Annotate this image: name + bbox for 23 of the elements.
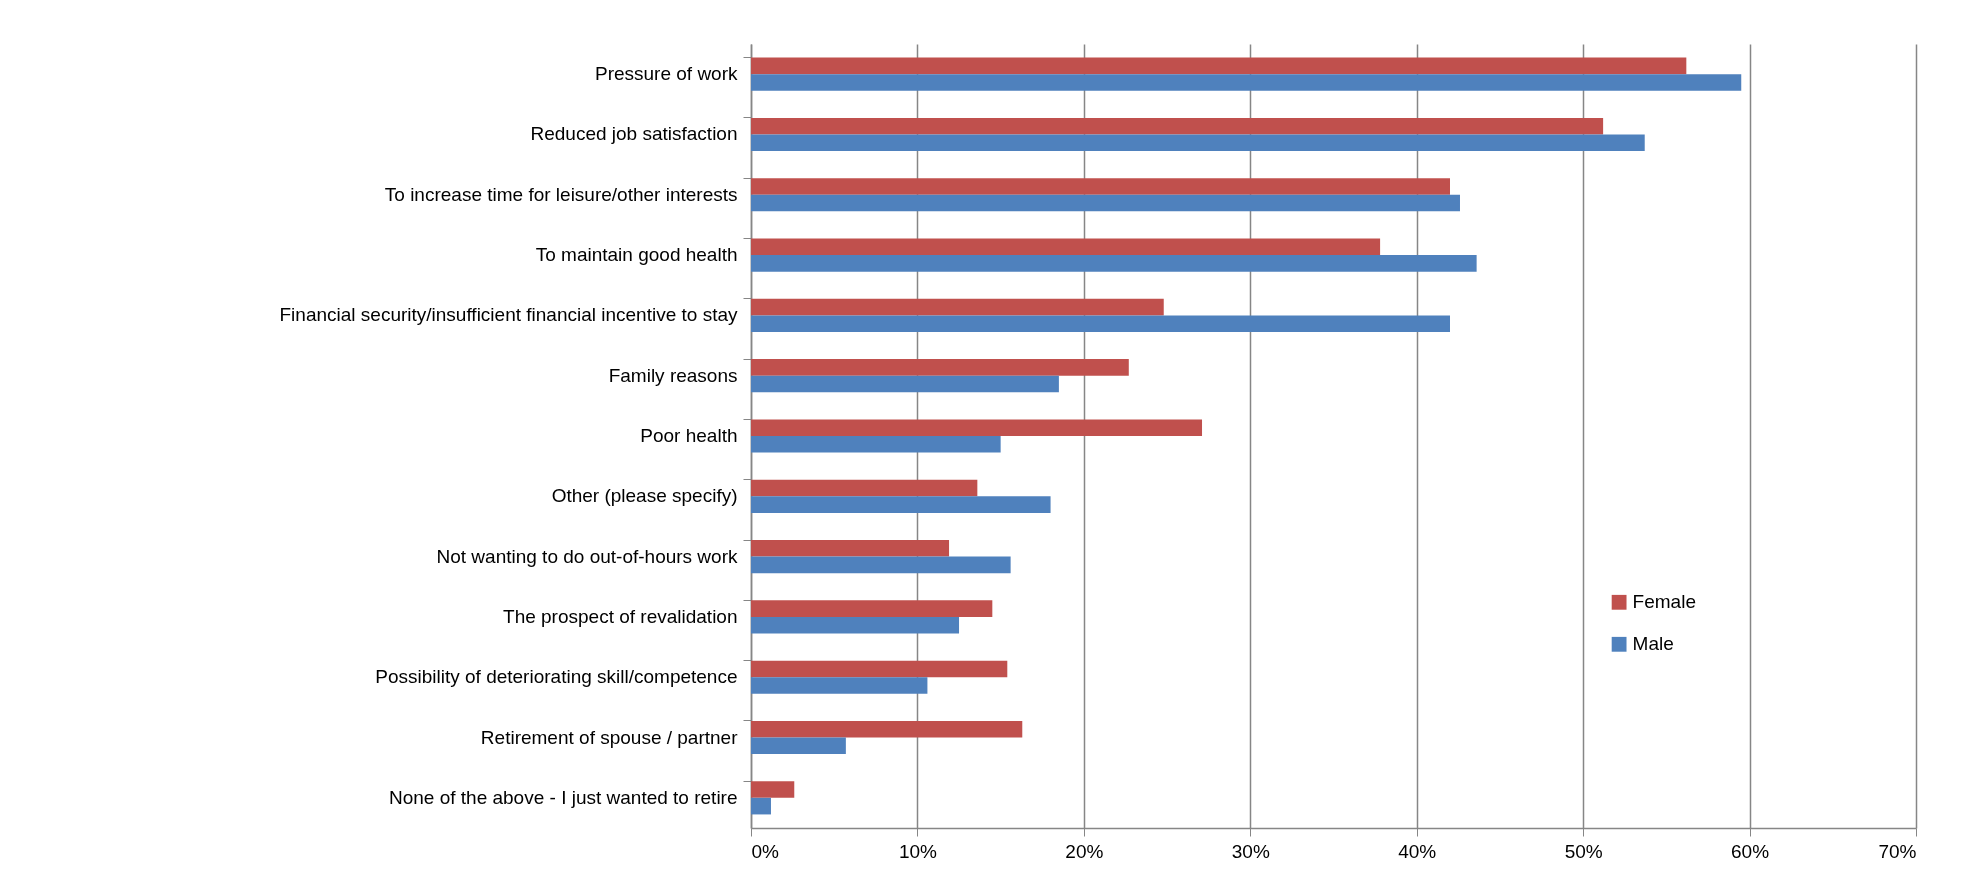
y-tick-label: None of the above - I just wanted to retire <box>388 786 738 808</box>
x-tick-label: 60% <box>1731 840 1770 862</box>
y-tick-label: To maintain good health <box>535 244 738 266</box>
x-tick-label: 0% <box>751 840 780 862</box>
y-tick-label: Pressure of work <box>594 63 738 85</box>
y-tick-label: Not wanting to do out-of-hours work <box>436 545 738 567</box>
y-tick-label: Possibility of deteriorating skill/competence <box>375 666 738 688</box>
y-tick-label: Financial security/insufficient financial incentive to stay <box>279 304 738 326</box>
legend-label: Male <box>1632 633 1674 655</box>
x-tick-label: 20% <box>1065 840 1104 862</box>
x-tick-label: 30% <box>1231 840 1270 862</box>
legend-label: Female <box>1632 591 1696 613</box>
x-tick-label: 10% <box>898 840 938 862</box>
y-tick-label: Retirement of spouse / partner <box>480 726 739 748</box>
x-tick-label: 40% <box>1398 840 1437 862</box>
y-tick-label: Poor health <box>640 425 738 446</box>
x-tick-label: 70% <box>1878 840 1917 862</box>
y-tick-label: The prospect of revalidation <box>503 605 738 627</box>
y-tick-label: Family reasons <box>608 364 738 386</box>
y-tick-label: Reduced job satisfaction <box>530 123 738 145</box>
y-tick-label: To increase time for leisure/other interests <box>384 183 738 205</box>
y-tick-label: Other (please specify) <box>551 485 738 507</box>
x-tick-label: 50% <box>1564 840 1603 862</box>
